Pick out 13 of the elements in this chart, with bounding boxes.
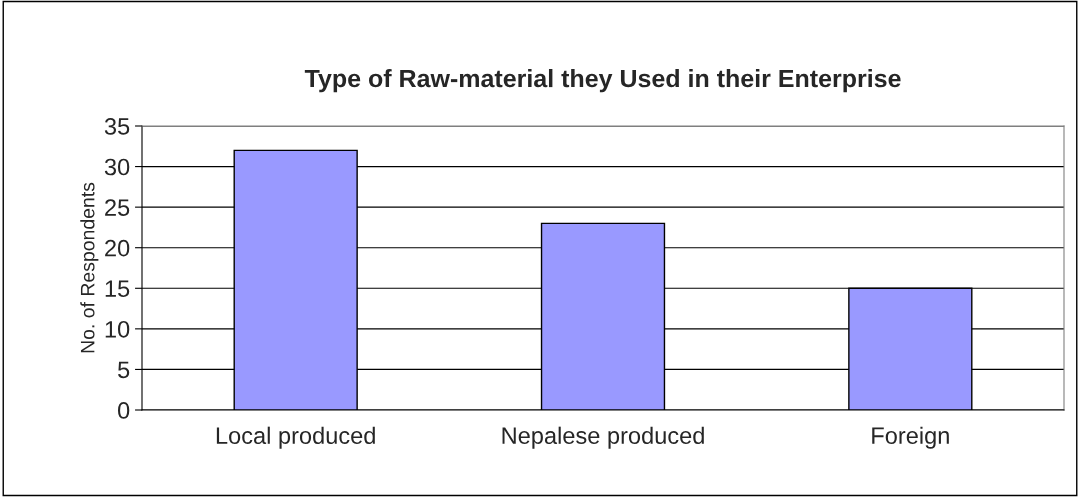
- y-tick-label: 10: [105, 320, 130, 338]
- y-tick-label: 25: [105, 199, 130, 216]
- y-tick-label: 35: [104, 118, 130, 135]
- y-tick-label: 30: [104, 158, 130, 176]
- x-tick-label: Foreign: [872, 426, 949, 449]
- y-tick-label: 5: [118, 361, 130, 379]
- y-tick-label: 20: [105, 239, 130, 257]
- x-tick-label: Local produced: [216, 426, 375, 449]
- chart-title: Type of Raw-material they Used in their Enterprise: [304, 68, 901, 93]
- y-axis-title: No. of Respondents: [80, 182, 99, 353]
- x-tick-label: Nepalese produced: [502, 426, 704, 449]
- y-tick-label: 15: [105, 280, 130, 298]
- y-tick-label: 0: [117, 402, 130, 419]
